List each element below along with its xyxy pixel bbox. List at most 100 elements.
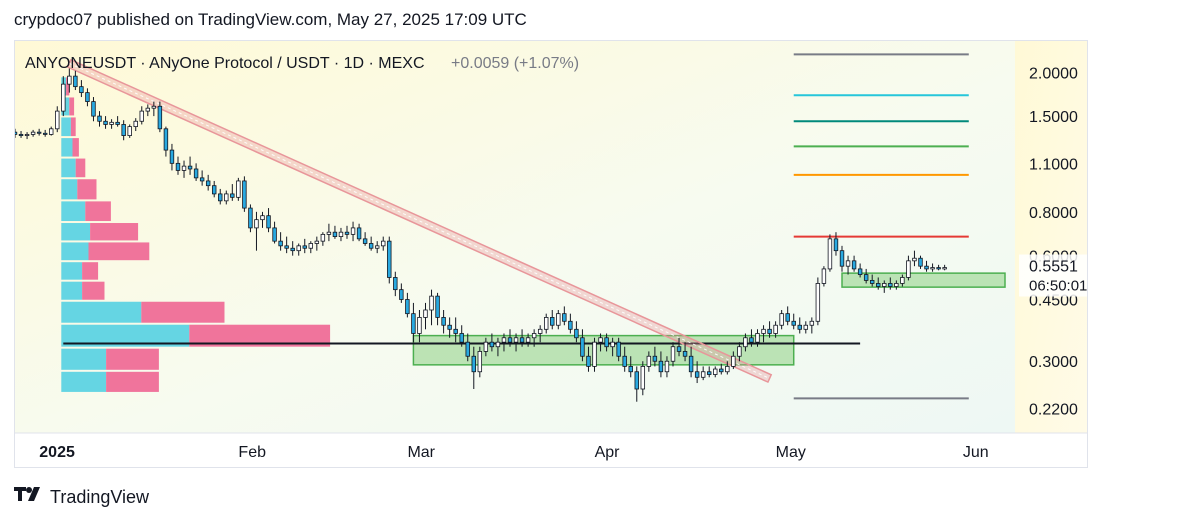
volume-profile-sell-bar	[70, 117, 76, 137]
candle-body	[441, 317, 446, 326]
volume-profile-buy-bar	[61, 158, 76, 178]
candle-body	[827, 238, 833, 270]
candle-body	[610, 341, 615, 348]
candle-body	[586, 355, 591, 367]
volume-profile-sell-bar	[82, 281, 105, 300]
candle-body	[700, 371, 706, 378]
candle-body	[368, 243, 374, 249]
candle-body	[556, 313, 561, 326]
candle-body	[936, 267, 941, 270]
candle-body	[67, 75, 72, 85]
volume-profile-sell-bar	[189, 324, 331, 347]
candle-body	[308, 243, 314, 249]
candle-body	[344, 231, 350, 235]
x-tick-label: Mar	[407, 444, 435, 461]
y-tick-label: 0.4500	[1029, 292, 1078, 309]
candle-body	[296, 245, 301, 252]
candle-body	[628, 366, 633, 373]
volume-profile-sell-bar	[141, 301, 225, 323]
candle-body	[393, 277, 398, 291]
candle-body	[350, 227, 356, 235]
candle-body	[55, 110, 60, 130]
y-tick-label: 1.1000	[1029, 156, 1078, 173]
candle-body	[145, 107, 151, 112]
candle-body	[550, 317, 555, 326]
price-chart[interactable]: 2.00001.50001.10000.80000.60000.45000.30…	[15, 41, 1088, 468]
candle-body	[544, 317, 549, 330]
candle-body	[471, 355, 476, 373]
candle-body	[326, 231, 332, 235]
candle-body	[791, 320, 796, 326]
candle-body	[157, 105, 163, 130]
candle-body	[187, 165, 193, 170]
chart-panel[interactable]: 2.00001.50001.10000.80000.60000.45000.30…	[14, 40, 1088, 468]
candle-body	[175, 162, 181, 171]
volume-profile-buy-bar	[61, 117, 71, 137]
candle-body	[900, 277, 905, 284]
candle-body	[224, 193, 229, 202]
y-tick-label: 0.3000	[1029, 354, 1078, 371]
volume-profile-buy-bar	[61, 371, 107, 392]
candle-body	[616, 341, 621, 357]
candle-body	[882, 283, 887, 287]
candle-body	[785, 313, 790, 322]
candle-body	[809, 320, 815, 326]
candle-body	[888, 283, 893, 287]
candle-body	[290, 247, 295, 252]
candle-body	[193, 168, 199, 179]
candle-body	[411, 313, 416, 334]
candle-body	[839, 250, 845, 267]
candle-body	[181, 165, 187, 171]
candle-body	[320, 233, 326, 242]
footer-brand: TradingView	[14, 485, 149, 509]
candle-body	[381, 240, 386, 247]
candle-body	[127, 126, 132, 136]
candle-body	[121, 124, 126, 136]
volume-profile-sell-bar	[85, 201, 111, 222]
price-axis-area	[1015, 41, 1087, 433]
candle-body	[773, 324, 778, 334]
candle-body	[254, 219, 259, 229]
candle-body	[109, 121, 114, 125]
candle-body	[387, 240, 392, 278]
candle-body	[447, 324, 452, 330]
candle-body	[489, 341, 495, 348]
volume-profile-buy-bar	[61, 281, 83, 300]
candle-body	[652, 355, 658, 362]
x-tick-label: Apr	[595, 444, 621, 461]
volume-profile-buy-bar	[61, 201, 86, 222]
candle-body	[761, 328, 766, 334]
x-tick-label: Feb	[238, 444, 266, 461]
candle-body	[139, 110, 144, 122]
downtrend-channel	[66, 58, 773, 384]
candle-body	[501, 337, 507, 343]
candle-body	[272, 227, 277, 242]
candle-body	[278, 240, 283, 247]
candle-body	[706, 371, 712, 375]
volume-profile-buy-bar	[61, 324, 190, 347]
candle-body	[930, 267, 935, 270]
volume-profile-buy-bar	[61, 223, 91, 241]
candle-body	[163, 128, 169, 151]
candle-body	[459, 333, 464, 343]
candle-body	[863, 274, 869, 281]
candle-body	[30, 131, 36, 135]
candle-body	[405, 299, 410, 315]
candle-body	[115, 121, 120, 125]
volume-profile-sell-bar	[66, 77, 70, 96]
candle-body	[688, 355, 694, 373]
candle-body	[574, 328, 579, 339]
candle-body	[743, 337, 748, 348]
candle-body	[894, 283, 899, 287]
y-tick-label: 1.5000	[1029, 109, 1078, 126]
candle-body	[205, 180, 211, 187]
x-tick-label: 2025	[39, 444, 75, 461]
candle-body	[803, 324, 809, 330]
volume-profile-buy-bar	[61, 242, 89, 261]
candle-body	[79, 86, 84, 94]
candle-body	[97, 115, 102, 122]
candle-body	[36, 131, 42, 134]
candle-body	[598, 337, 603, 343]
candle-body	[314, 240, 320, 244]
candle-body	[42, 132, 48, 135]
